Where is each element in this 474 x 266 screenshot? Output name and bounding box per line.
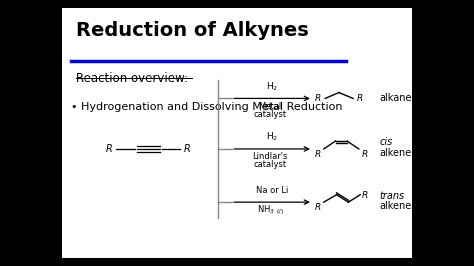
Text: Lindlar's: Lindlar's bbox=[253, 152, 288, 161]
Text: R: R bbox=[184, 144, 191, 154]
Text: catalyst: catalyst bbox=[254, 160, 287, 169]
Text: R: R bbox=[362, 150, 368, 159]
Bar bbox=[62, 8, 412, 258]
Text: R: R bbox=[362, 191, 368, 200]
Text: cis: cis bbox=[379, 137, 392, 147]
Text: Reduction of Alkynes: Reduction of Alkynes bbox=[76, 21, 309, 40]
Text: H$_2$: H$_2$ bbox=[266, 80, 279, 93]
Text: alkane: alkane bbox=[379, 93, 412, 103]
Text: H$_2$: H$_2$ bbox=[266, 131, 279, 143]
Text: • Hydrogenation and Dissolving Metal Reduction: • Hydrogenation and Dissolving Metal Red… bbox=[71, 102, 343, 113]
Text: Metal: Metal bbox=[258, 102, 282, 111]
Text: Reaction overview:: Reaction overview: bbox=[76, 72, 188, 85]
Text: R: R bbox=[314, 203, 321, 212]
Text: R: R bbox=[314, 150, 321, 159]
Text: alkene: alkene bbox=[379, 201, 411, 211]
Text: trans: trans bbox=[379, 190, 404, 201]
Text: R: R bbox=[106, 144, 112, 154]
Text: NH$_3$ $_{(l)}$: NH$_3$ $_{(l)}$ bbox=[257, 203, 283, 217]
Text: R: R bbox=[357, 94, 364, 103]
Text: Na or Li: Na or Li bbox=[256, 186, 289, 195]
Text: alkene: alkene bbox=[379, 148, 411, 158]
Text: catalyst: catalyst bbox=[254, 110, 287, 119]
Text: R: R bbox=[314, 94, 321, 103]
